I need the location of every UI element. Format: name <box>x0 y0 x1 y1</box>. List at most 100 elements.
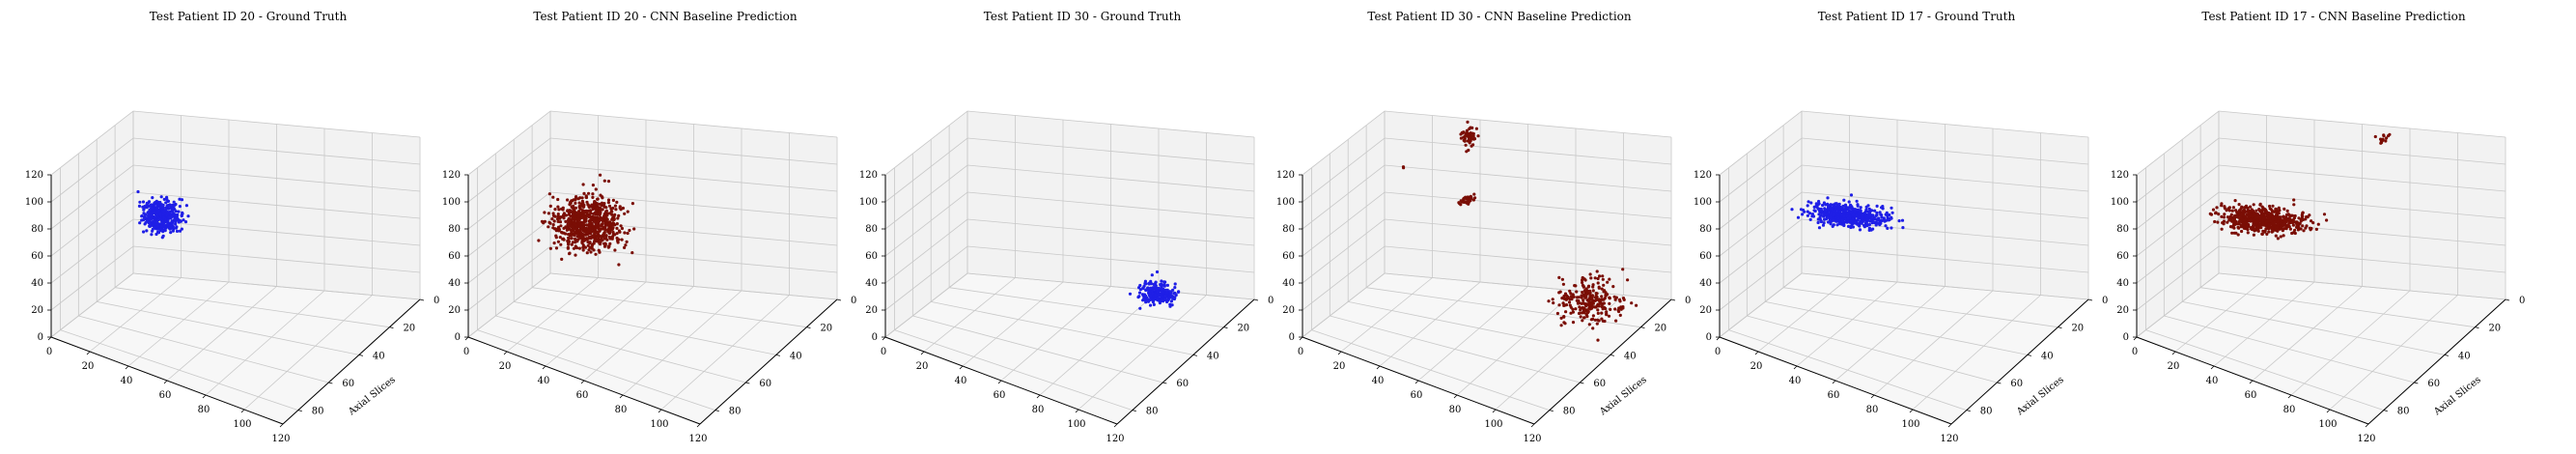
x-tick-label: 0 <box>46 347 52 357</box>
data-point <box>1617 309 1621 314</box>
data-point <box>1619 305 1623 309</box>
data-point <box>598 211 602 214</box>
data-point <box>2225 209 2228 213</box>
data-point <box>2215 206 2219 210</box>
data-point <box>1173 282 1177 286</box>
data-point <box>138 200 142 204</box>
data-point <box>2229 213 2233 216</box>
data-point <box>1153 283 1157 287</box>
x-tick-mark <box>1492 409 1497 413</box>
data-point <box>1847 209 1851 213</box>
data-point <box>1569 311 1573 315</box>
data-point <box>1587 297 1591 300</box>
data-point <box>599 218 602 222</box>
z-tick-label: 120 <box>1694 170 1712 181</box>
data-point <box>588 228 592 232</box>
x-tick-label: 120 <box>1523 434 1541 444</box>
data-point <box>1796 215 1801 219</box>
data-point <box>552 219 556 223</box>
data-point <box>2271 217 2275 221</box>
data-point <box>174 202 178 207</box>
data-point <box>2282 214 2285 219</box>
data-point <box>1171 288 1175 292</box>
z-tick-label: 80 <box>2116 224 2129 235</box>
data-point <box>553 214 557 218</box>
data-point <box>572 208 575 212</box>
data-point <box>1611 285 1615 289</box>
data-point <box>1900 218 1905 222</box>
data-point <box>2242 226 2246 230</box>
data-point <box>1582 289 1586 293</box>
y-tick-mark <box>1640 326 1645 329</box>
grid-line <box>2182 300 2445 355</box>
data-point <box>2268 204 2272 209</box>
y-tick-label: 20 <box>1654 324 1666 334</box>
data-point <box>1163 298 1167 301</box>
data-point <box>553 208 557 212</box>
data-point <box>1612 295 1616 298</box>
data-point <box>601 219 605 223</box>
data-point <box>1822 221 1826 225</box>
y-tick-mark <box>806 326 811 329</box>
data-point <box>2258 217 2262 222</box>
data-point <box>2301 224 2305 228</box>
data-point <box>158 227 162 231</box>
data-point <box>1602 298 1606 301</box>
data-point <box>2292 203 2296 207</box>
data-point <box>595 226 599 230</box>
data-point <box>1799 208 1804 212</box>
data-point <box>1597 298 1601 302</box>
data-point <box>1829 222 1833 226</box>
data-point <box>1801 213 1805 216</box>
grid-line <box>1719 245 2089 311</box>
data-point <box>1817 226 1822 230</box>
data-point <box>600 224 603 228</box>
data-point <box>1604 293 1608 298</box>
data-point <box>158 200 162 205</box>
data-point <box>1849 219 1853 223</box>
data-point <box>2232 214 2237 218</box>
grid-line <box>60 329 298 411</box>
data-point <box>611 223 615 227</box>
data-point <box>2373 134 2377 139</box>
data-point <box>166 207 171 211</box>
data-point <box>2278 209 2282 213</box>
data-point <box>2245 224 2249 229</box>
data-point <box>1587 299 1591 303</box>
chart-title: Test Patient ID 30 - Ground Truth <box>984 10 1182 23</box>
data-point <box>599 173 602 177</box>
x-tick-mark <box>503 351 508 355</box>
data-point <box>175 213 179 217</box>
data-point <box>1837 210 1841 213</box>
grid-line <box>50 191 421 257</box>
data-point <box>610 217 614 221</box>
data-point <box>158 205 162 209</box>
y-tick-label: 40 <box>2041 351 2054 361</box>
z-tick-label: 120 <box>2111 170 2129 181</box>
data-point <box>607 235 612 240</box>
data-point <box>1880 215 1884 219</box>
grid-line <box>1302 245 1672 311</box>
data-point <box>1824 209 1828 213</box>
z-tick-label: 40 <box>448 278 461 289</box>
data-point <box>1472 137 1477 141</box>
data-point <box>1850 207 1854 211</box>
grid-line <box>50 218 421 284</box>
data-point <box>1560 277 1564 281</box>
data-point <box>1465 131 1469 136</box>
data-point <box>570 224 574 228</box>
data-point <box>1834 207 1838 212</box>
data-point <box>2379 137 2383 141</box>
data-point <box>148 221 153 225</box>
data-point <box>178 197 182 201</box>
data-point <box>2263 212 2267 215</box>
data-point <box>184 204 188 208</box>
y-axis-line <box>699 298 838 425</box>
data-point <box>1834 202 1838 206</box>
data-point <box>145 201 149 205</box>
data-point <box>1806 200 1810 204</box>
data-point <box>562 216 566 220</box>
data-point <box>1586 310 1590 314</box>
data-point <box>551 223 555 227</box>
data-point <box>587 248 591 252</box>
